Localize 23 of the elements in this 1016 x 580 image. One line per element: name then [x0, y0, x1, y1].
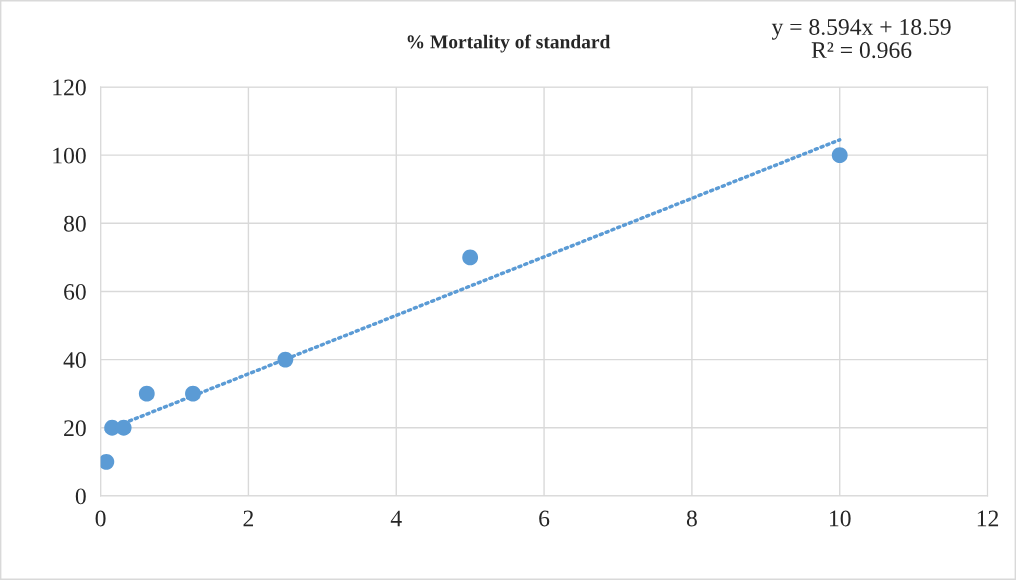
point [185, 385, 201, 402]
y-tick-label: 0 [75, 488, 86, 505]
y-tick-label: 60 [64, 283, 86, 300]
y-tick-label: 80 [63, 215, 86, 232]
point [277, 351, 294, 368]
x-tick-label: 6 [539, 510, 550, 527]
x-tick-label: 0 [95, 510, 106, 527]
x-tick-label: 4 [390, 510, 402, 527]
y-tick-label: 40 [63, 352, 86, 369]
point [115, 419, 132, 436]
point [462, 249, 479, 266]
y-tick-label: 100 [53, 147, 86, 164]
text: y = 8.594x + 18.59 R² = 0.966 [771, 18, 951, 59]
point [138, 385, 155, 402]
chart-title: % Mortality of standard [407, 34, 611, 53]
x-tick-label: 12 [977, 510, 999, 527]
y-tick-label: 120 [53, 79, 86, 96]
point [100, 453, 115, 470]
x-tick-label: 2 [243, 510, 254, 527]
x-tick-label: 8 [686, 510, 697, 527]
x-tick-label: 10 [830, 510, 851, 527]
y-tick-label: 20 [64, 420, 86, 437]
point [831, 147, 848, 164]
